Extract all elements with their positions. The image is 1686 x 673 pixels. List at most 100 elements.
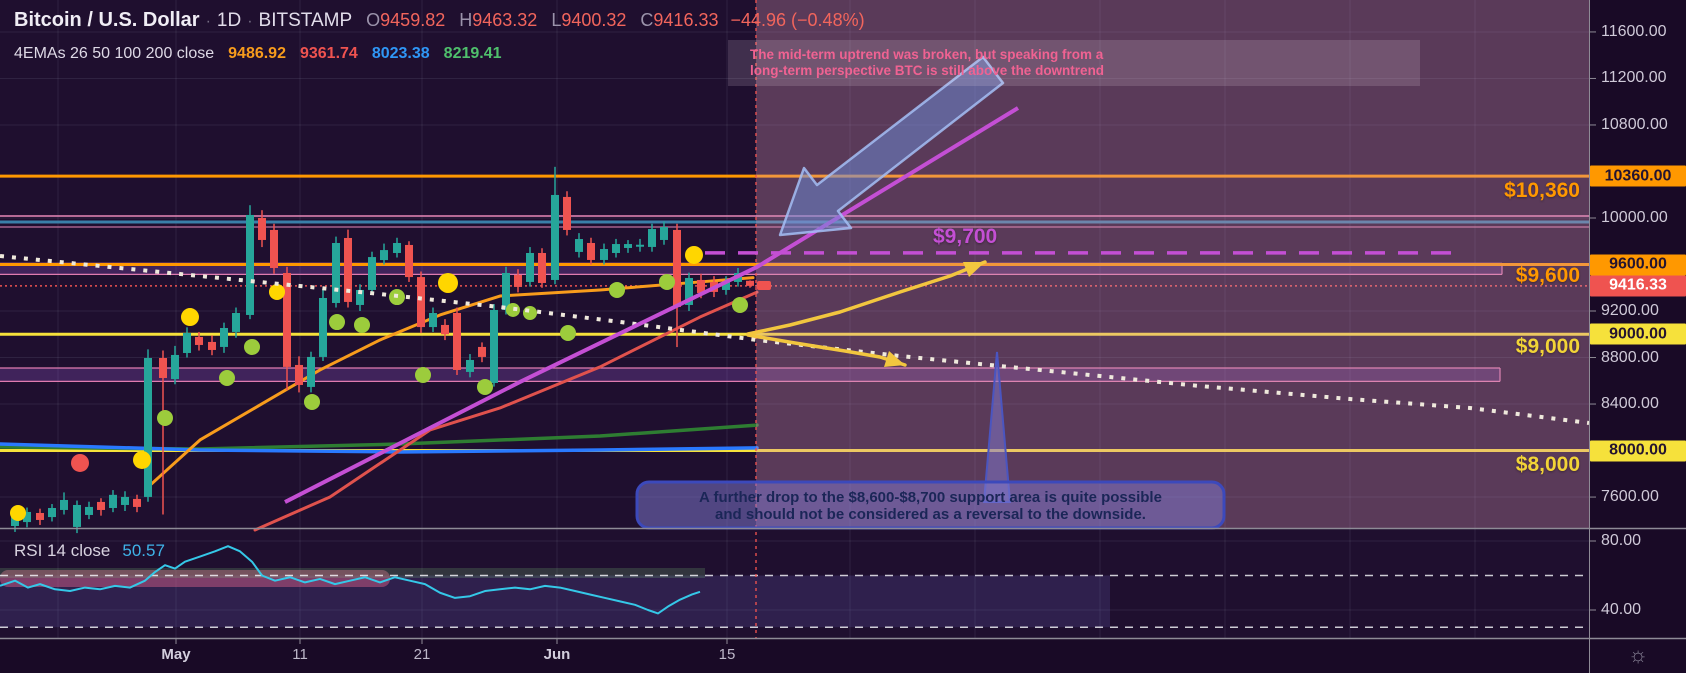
candle-body [600, 249, 608, 260]
symbol-name[interactable]: Bitcoin / U.S. Dollar [14, 9, 200, 31]
exchange-name: BITSTAMP [258, 10, 353, 31]
signal-dot [354, 316, 370, 333]
candle-body [502, 272, 510, 310]
candle-body [368, 257, 376, 290]
price-axis-badge: 9600.00 [1590, 254, 1686, 275]
candle-body [97, 501, 105, 510]
candle-body [332, 242, 340, 303]
candle-body [295, 364, 303, 385]
candle-body [36, 512, 44, 520]
candle-body [232, 312, 240, 332]
candle-body [60, 499, 68, 510]
candle-body [208, 341, 216, 350]
candle-body [270, 229, 278, 268]
rsi-axis-label: 40.00 [1601, 601, 1642, 618]
ema100-value: 8023.38 [371, 45, 430, 62]
candle-body [441, 324, 449, 335]
price-axis-label: 11600.00 [1601, 22, 1667, 40]
candle-body [612, 244, 620, 253]
candle-body [587, 242, 595, 260]
signal-dot [133, 450, 151, 469]
candle-body [220, 327, 228, 347]
yellow-arrowhead [884, 351, 905, 367]
price-axis-badge: 10360.00 [1590, 165, 1686, 187]
candle-body [526, 252, 534, 282]
candle-body [393, 242, 401, 253]
candle-body [319, 297, 327, 357]
candle-body [85, 506, 93, 515]
signal-dot [157, 409, 173, 426]
candle-body [11, 516, 19, 527]
symbol-legend[interactable]: Bitcoin / U.S. Dollar · 1D · BITSTAMP O … [14, 9, 865, 32]
open-value: 9459.82 [380, 10, 446, 30]
price-axis-label: 10800.00 [1601, 115, 1668, 133]
candle-body [171, 354, 179, 380]
ema-indicator-title[interactable]: 4EMAs 26 50 100 200 close [14, 45, 215, 62]
candle-body [48, 507, 56, 518]
candle-body [563, 196, 571, 230]
note-support-area[interactable]: A further drop to the $8,600-$8,700 supp… [637, 482, 1224, 528]
signal-dot [71, 453, 89, 472]
candle-body [195, 336, 203, 345]
current-price-tag [757, 281, 771, 290]
time-axis-label[interactable]: May [161, 646, 191, 663]
signal-dot [506, 302, 520, 317]
close-label: C [640, 10, 654, 30]
timeframe-selector[interactable]: 1D [216, 10, 242, 31]
candle-body [722, 281, 730, 290]
yellow-scenario-arrow [746, 260, 987, 336]
candle-body [490, 309, 498, 383]
sun-theme-icon[interactable]: ☼ [1628, 642, 1649, 667]
low-value: 9400.32 [561, 10, 627, 30]
time-axis-label[interactable]: Jun [543, 646, 571, 663]
rsi-legend[interactable]: RSI 14 close 50.57 [14, 541, 165, 561]
note-bottom-line1: A further drop to the $8,600-$8,700 supp… [699, 489, 1162, 506]
mid-term-uptrend-line [284, 106, 1020, 504]
yellow-arrowhead [963, 262, 985, 277]
signal-dot [244, 338, 260, 355]
signal-dot [609, 281, 625, 298]
ema-line [0, 442, 759, 454]
candle-body [660, 227, 668, 240]
note-mid-term-uptrend[interactable]: The mid-term uptrend was broken, but spe… [728, 40, 1420, 86]
price-axis-label: 10000.00 [1601, 208, 1668, 226]
candle-body [673, 229, 681, 307]
note-top-line1: The mid-term uptrend was broken, but spe… [750, 47, 1104, 62]
level-price-label: $9,000 [1515, 335, 1580, 358]
candle-body [575, 239, 583, 252]
rsi-title[interactable]: RSI 14 close [14, 541, 111, 560]
rsi-value: 50.57 [122, 541, 165, 560]
signal-dot [685, 245, 703, 264]
time-axis-label[interactable]: 11 [292, 646, 308, 663]
candle-body [258, 217, 266, 240]
candle-body [624, 244, 632, 248]
candle-body [380, 250, 388, 261]
candle-body [246, 214, 254, 315]
signal-dot [560, 324, 576, 341]
price-axis-label: 7600.00 [1601, 488, 1659, 506]
time-axis-label[interactable]: 15 [718, 646, 736, 663]
candle-body [551, 194, 559, 280]
time-axis-background [0, 638, 1686, 673]
rsi-band [0, 575, 1110, 628]
candle-body [466, 359, 474, 372]
signal-dot [659, 273, 675, 290]
level-price-label: $9,700 [933, 225, 998, 248]
signal-dot [732, 296, 748, 313]
candle-body [283, 272, 291, 367]
signal-dot [269, 283, 285, 300]
candle-body [648, 229, 656, 247]
time-axis-label[interactable]: 21 [413, 646, 431, 663]
candle-body [344, 237, 352, 302]
candle-body [478, 346, 486, 357]
candle-body [144, 357, 152, 497]
high-label: H [459, 10, 473, 30]
price-axis-badge: 9000.00 [1590, 323, 1686, 345]
candle-body [405, 244, 413, 278]
ema-indicator-legend[interactable]: 4EMAs 26 50 100 200 close 9486.92 9361.7… [14, 45, 502, 63]
close-value: 9416.33 [653, 10, 719, 30]
rsi-line [0, 545, 701, 615]
candle-body [417, 277, 425, 328]
